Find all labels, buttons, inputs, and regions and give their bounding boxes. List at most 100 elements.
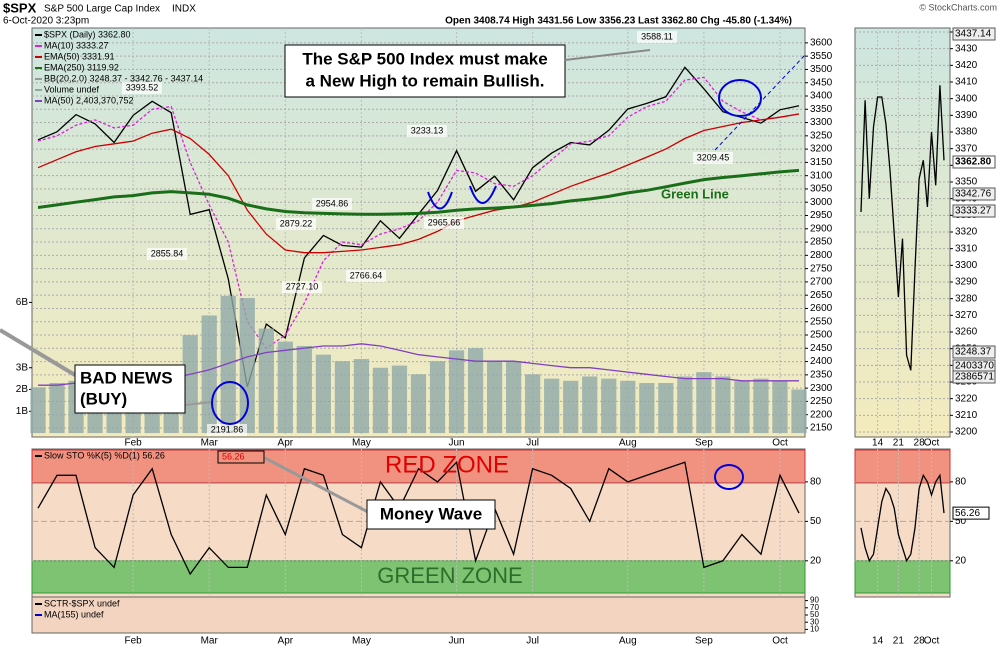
x-tick-label: Sep	[695, 438, 713, 449]
volume-bar	[601, 378, 617, 434]
volume-bar	[753, 378, 769, 434]
quote: Open 3408.74 High 3431.56 Low 3356.23 La…	[445, 16, 792, 27]
money-wave-arrow	[264, 456, 369, 514]
series-line	[37, 76, 800, 350]
headline: a New High to remain Bullish.	[306, 71, 545, 90]
y-tick-label: 2600	[810, 303, 833, 314]
legend-label: EMA(250) 3119.92	[44, 62, 119, 72]
point-label-bg	[346, 270, 386, 282]
bad-news: (BUY)	[80, 389, 127, 408]
y-tick-label: 50	[810, 610, 819, 619]
y-tick-label: 3310	[955, 243, 978, 254]
y-tick-label: 3450	[810, 77, 833, 88]
volume-bar	[220, 295, 236, 434]
x-tick-label: May	[352, 636, 371, 647]
bad-news-arrow	[0, 328, 77, 377]
x-tick-label: Oct	[772, 636, 788, 647]
y-tick-label: 3410	[955, 77, 978, 88]
volume-bar	[696, 372, 712, 434]
point-label-bg	[147, 248, 187, 260]
credit: © StockCharts.com	[919, 2, 997, 12]
point-label: 3233.13	[411, 125, 444, 135]
value-tag: 3333.27	[955, 206, 992, 217]
y-tick-label: 2950	[810, 210, 833, 221]
y-tick-label: 3150	[810, 157, 833, 168]
y-tick-label: 2400	[810, 356, 833, 367]
legend-label: BB(20,2.0) 3248.37 - 3342.76 - 3437.14	[44, 73, 203, 83]
x-tick-label: Feb	[125, 636, 143, 647]
y-tick-label: 3210	[955, 410, 978, 421]
legend-label: SCTR-$SPX undef	[44, 598, 120, 608]
x-tick-label: 14	[872, 438, 884, 449]
y-tick-label: 3350	[810, 104, 833, 115]
volume-bar	[372, 367, 389, 434]
point-label: 2879.22	[280, 218, 313, 228]
series-line	[37, 460, 800, 576]
x-tick-label: 14	[872, 636, 884, 647]
series-line	[860, 85, 945, 371]
point-label-bg	[122, 82, 162, 94]
index-name: S&P 500 Large Cap Index	[44, 4, 160, 15]
y-tick-label: 3420	[955, 60, 978, 71]
volume-bar	[658, 382, 674, 434]
volume-bar	[734, 380, 750, 434]
headline: The S&P 500 Index must make	[302, 49, 547, 68]
point-label: 2766.64	[350, 270, 383, 280]
y-tick-label: 3250	[810, 130, 833, 141]
volume-bar	[239, 298, 255, 434]
series-line	[37, 168, 800, 216]
y-tick-label: 3390	[955, 110, 978, 121]
y-tick-label: 80	[955, 477, 967, 488]
y-tick-label: 3300	[955, 260, 978, 271]
y-tick-label: 70	[810, 603, 819, 612]
point-label-bg	[207, 424, 247, 436]
volume-bar	[334, 361, 351, 434]
y2-tick-label: 1B	[16, 406, 29, 417]
y-tick-label: 3290	[955, 277, 978, 288]
y-tick-label: 2850	[810, 237, 833, 248]
volume-bar	[677, 376, 693, 434]
x-tick-label: Jun	[448, 636, 464, 647]
value-tag-box	[952, 27, 996, 41]
x-tick-label: Sep	[695, 636, 713, 647]
y-tick-label: 3370	[955, 143, 978, 154]
volume-bar	[772, 380, 788, 434]
exchange: INDX	[172, 4, 196, 15]
highlight-circle	[718, 79, 762, 117]
red-zone	[31, 449, 806, 484]
y-tick-label: 3400	[955, 93, 978, 104]
legend-label: MA(50) 2,403,370,752	[44, 95, 134, 105]
point-label-bg	[407, 125, 447, 137]
pattern-curves	[427, 185, 497, 210]
volume-bar	[277, 341, 293, 434]
y-tick-label: 3550	[810, 51, 833, 62]
volume-bar	[49, 382, 65, 434]
x-tick-label: 28	[914, 438, 926, 449]
x-tick-label: Feb	[125, 438, 143, 449]
value-tag-box	[952, 187, 996, 201]
bad-news: BAD NEWS	[80, 368, 173, 387]
date: 6-Oct-2020 3:23pm	[3, 16, 89, 27]
y-tick-label: 3380	[955, 127, 978, 138]
x-tick-label: Aug	[619, 438, 637, 449]
volume-bar	[296, 345, 312, 434]
y-tick-label: 3260	[955, 327, 978, 338]
money-wave-box	[366, 499, 496, 530]
y-tick-label: 3300	[810, 117, 833, 128]
value-tag: 3362.80	[955, 157, 992, 168]
legend-label: MA(10) 3333.27	[44, 40, 109, 50]
volume-bar	[563, 380, 579, 434]
y-tick-label: 90	[810, 596, 819, 605]
volume-bar	[30, 387, 46, 434]
volume-bar	[544, 378, 560, 434]
y-tick-label: 2450	[810, 343, 833, 354]
y-tick-label: 3500	[810, 64, 833, 75]
y-tick-label: 3220	[955, 393, 978, 404]
volume-bar	[391, 365, 408, 434]
symbol: $SPX	[3, 0, 37, 15]
legend-label: EMA(50) 3331.91	[44, 51, 115, 61]
point-label-bg	[312, 198, 352, 210]
panel-background	[31, 596, 806, 634]
value-tag: 2386571	[955, 372, 994, 383]
